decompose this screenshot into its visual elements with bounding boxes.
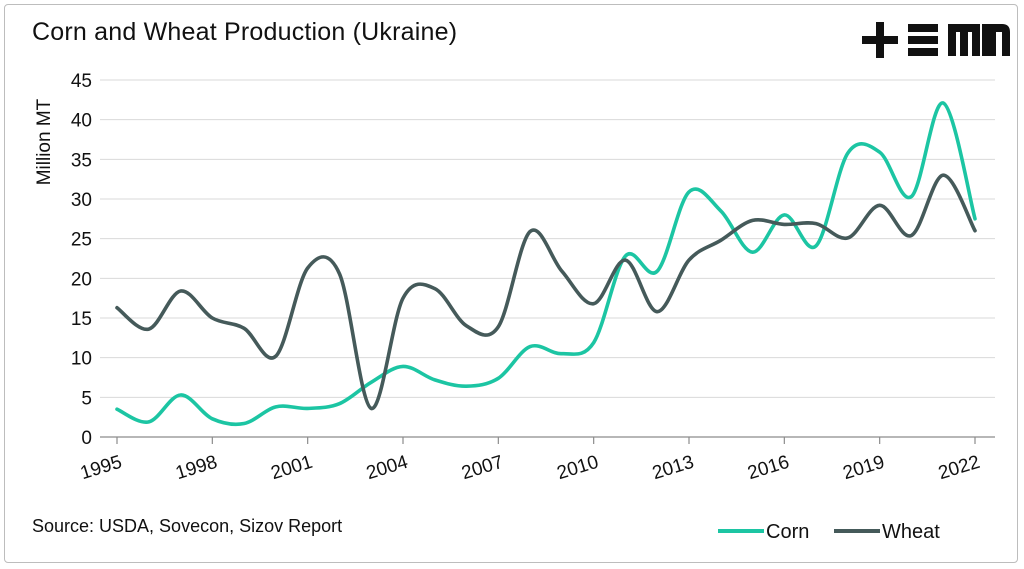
series-line-corn bbox=[115, 101, 977, 427]
x-tick-labels: 1995 1998 2001 2004 2007 2010 2013 2016 2019 2022 bbox=[78, 437, 983, 485]
y-tick-label: 10 bbox=[71, 349, 92, 370]
y-tick-label: 0 bbox=[81, 428, 92, 449]
series-line-wheat bbox=[115, 173, 977, 411]
y-tick-label: 5 bbox=[81, 388, 92, 409]
x-tick-label: 2001 bbox=[269, 452, 316, 484]
x-tick-label: 1998 bbox=[173, 452, 220, 484]
x-tick-label: 2022 bbox=[936, 452, 983, 484]
legend-label-wheat: Wheat bbox=[882, 521, 940, 543]
y-tick-label: 25 bbox=[71, 230, 92, 251]
series-lines bbox=[115, 101, 977, 427]
y-tick-label: 40 bbox=[71, 111, 92, 132]
y-axis-title: Million MT bbox=[34, 98, 55, 185]
legend-label-corn: Corn bbox=[766, 521, 809, 543]
x-tick-label: 2019 bbox=[841, 452, 888, 484]
x-tick-label: 1995 bbox=[78, 452, 125, 484]
y-tick-label: 15 bbox=[71, 309, 92, 330]
x-tick-label: 2004 bbox=[364, 452, 411, 485]
gridlines bbox=[100, 79, 995, 438]
y-tick-label: 45 bbox=[71, 71, 92, 92]
x-tick-label: 2007 bbox=[459, 452, 506, 484]
legend: Corn Wheat bbox=[718, 521, 940, 543]
y-tick-label: 30 bbox=[71, 190, 92, 211]
x-tick-label: 2013 bbox=[650, 452, 697, 484]
x-tick-label: 2010 bbox=[555, 452, 602, 484]
tem-logo-icon bbox=[862, 22, 1010, 58]
source-note: Source: USDA, Sovecon, Sizov Report bbox=[32, 516, 343, 536]
y-tick-labels: 0 5 10 15 20 25 30 35 40 45 bbox=[71, 71, 92, 449]
chart-title: Corn and Wheat Production (Ukraine) bbox=[32, 18, 458, 46]
y-tick-label: 35 bbox=[71, 150, 92, 171]
x-tick-label: 2016 bbox=[745, 452, 792, 484]
y-tick-label: 20 bbox=[71, 269, 92, 290]
